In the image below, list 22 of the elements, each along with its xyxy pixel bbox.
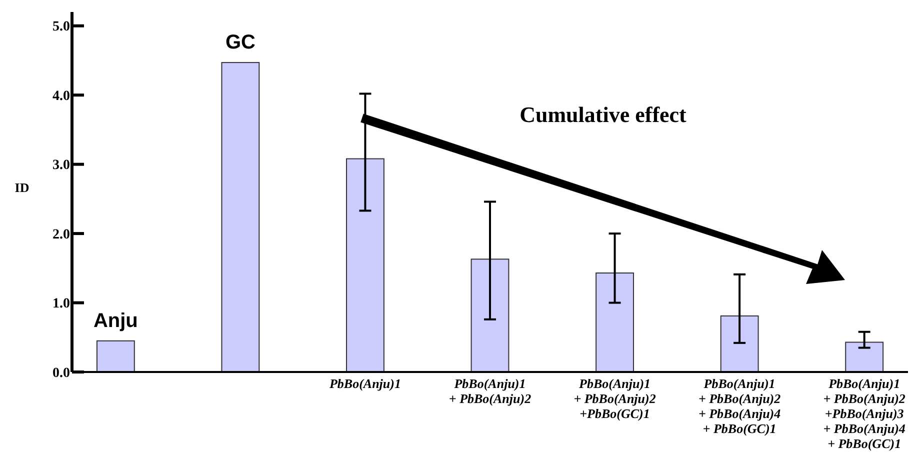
x-tick-label: PbBo(Anju)1 + PbBo(Anju)2 + PbBo(Anju)4 + PbBo(GC)1 (698, 376, 782, 436)
y-tick-label: 1.0 (52, 296, 70, 312)
x-tick-label: PbBo(Anju)1 (329, 376, 401, 391)
x-tick-label: PbBo(Anju)1 + PbBo(Anju)2 +PbBo(Anju)3 + PbBo(Anju)4 + PbBo(GC)1 (823, 376, 906, 451)
bar (596, 272, 634, 372)
bar (346, 158, 384, 372)
annotation: Cumulative effect (520, 102, 688, 127)
x-tick-label: GC (225, 32, 256, 54)
y-tick-label: 5.0 (52, 20, 70, 35)
bar (470, 258, 510, 372)
y-tick-label: 3.0 (52, 158, 70, 174)
y-tick-label: 2.0 (52, 227, 70, 242)
x-tick-label: PbBo(Anju)1 + PbBo(Anju)2 (448, 376, 532, 406)
y-axis-title: ID (14, 180, 30, 195)
bar (720, 315, 759, 372)
bar (845, 342, 884, 372)
bar (221, 62, 260, 372)
x-tick-label: Anju (93, 310, 138, 332)
x-tick-label: PbBo(Anju)1 + PbBo(Anju)2 +PbBo(GC)1 (574, 376, 656, 421)
bar (96, 340, 135, 372)
y-tick-label: 0.0 (52, 366, 70, 381)
y-tick-label: 4.0 (52, 88, 70, 104)
